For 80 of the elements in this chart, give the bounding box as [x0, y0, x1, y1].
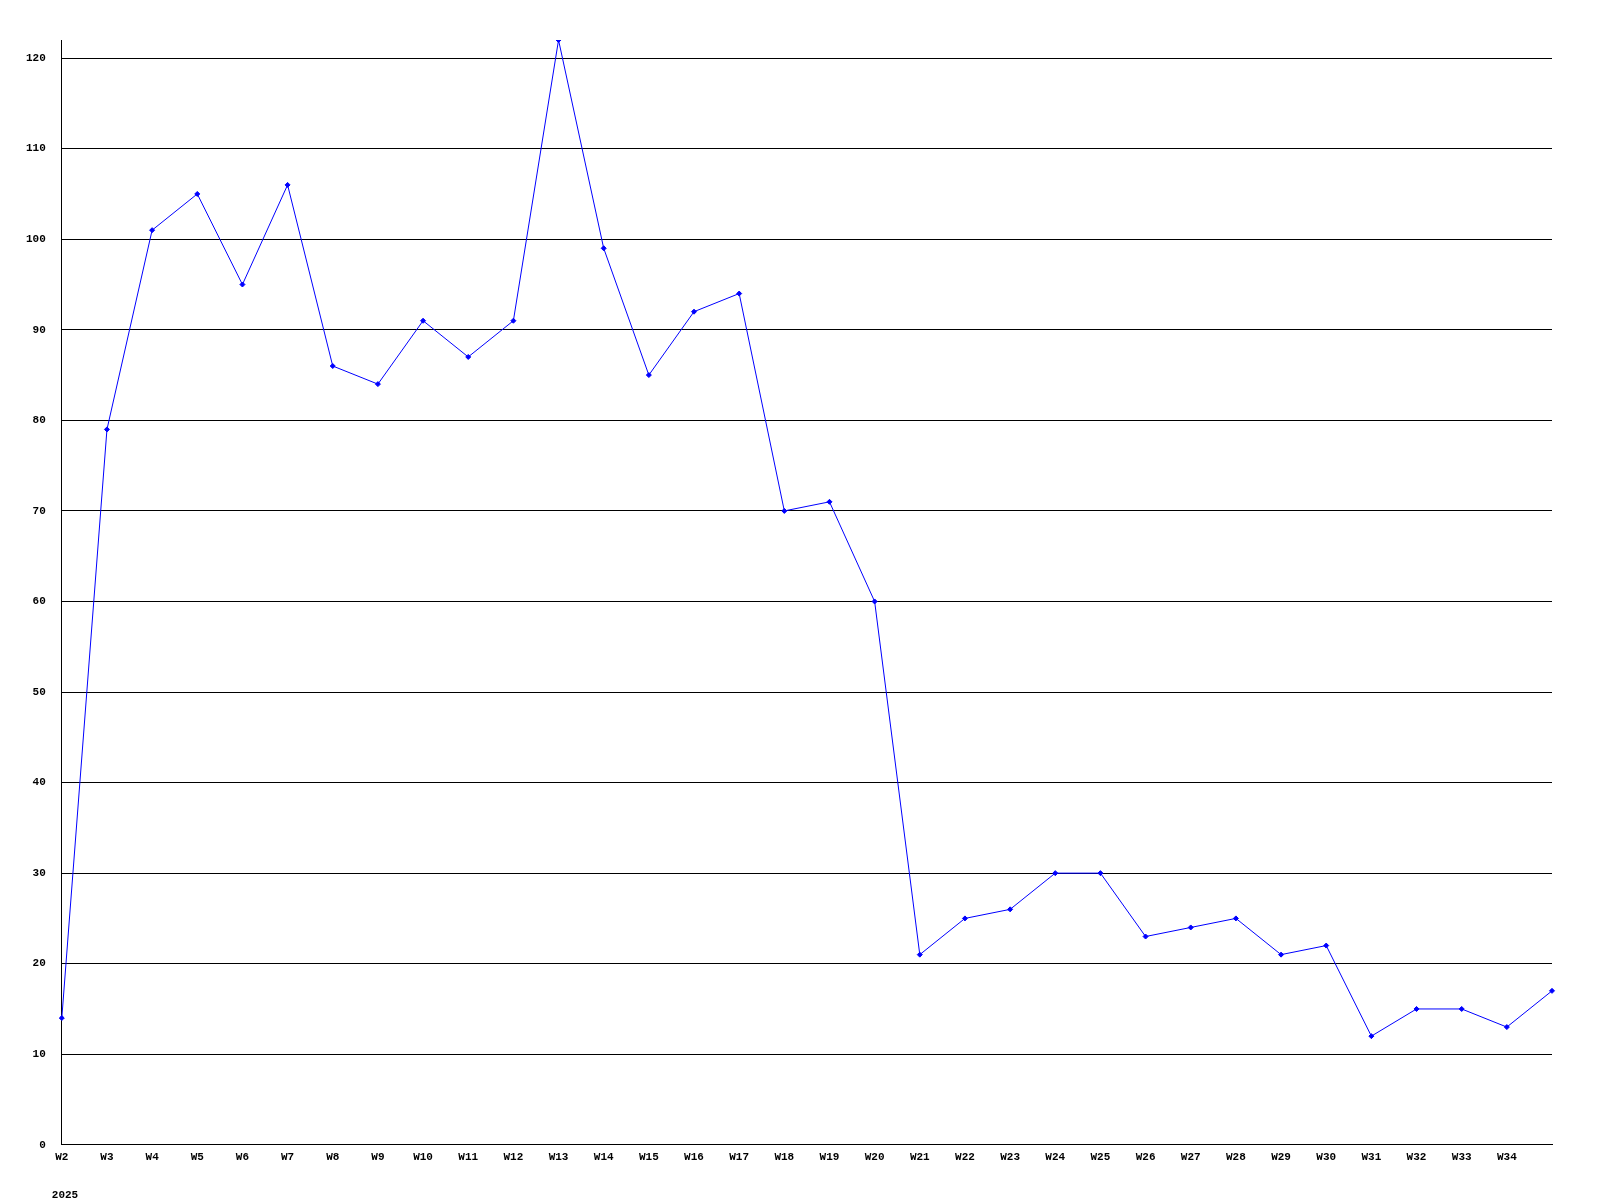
x-tick-label: W4 [145, 1151, 160, 1164]
x-tick-label: W15 [638, 1151, 660, 1164]
point [1413, 1005, 1420, 1012]
y-tick-label: 10 [32, 1048, 46, 1061]
x-tick-label: W30 [1316, 1151, 1337, 1164]
x-tick-label: W24 [1045, 1151, 1066, 1164]
point [826, 498, 833, 505]
x-tick-label: W3 [100, 1151, 114, 1164]
x-tick-label: W23 [1000, 1151, 1021, 1164]
x-tick-label: W21 [909, 1151, 931, 1164]
y-tick-label: 40 [32, 776, 46, 789]
point [1278, 951, 1285, 958]
x-tick-label: W33 [1451, 1151, 1472, 1164]
x-tick-label: W32 [1406, 1151, 1427, 1164]
point [239, 281, 246, 288]
point [871, 598, 878, 605]
point [1549, 987, 1555, 994]
point [103, 426, 110, 433]
x-tick-label: W11 [458, 1151, 479, 1164]
x-tick-label: W2 [55, 1151, 69, 1164]
x-tick-label: W17 [729, 1151, 750, 1164]
point [194, 190, 201, 197]
x-tick-label: W7 [280, 1151, 295, 1164]
point [961, 915, 968, 922]
y-tick-label: 80 [32, 414, 46, 427]
x-tick-label: W26 [1135, 1151, 1156, 1164]
y-tick-label: 110 [25, 142, 46, 155]
y-tick-label: 20 [32, 957, 46, 970]
point [284, 181, 291, 188]
x-tick-label: W28 [1225, 1151, 1247, 1164]
x-tick-label: W5 [190, 1151, 205, 1164]
y-tick-label: 0 [39, 1138, 46, 1151]
x-tick-label: W25 [1090, 1151, 1111, 1164]
x-tick-label: W13 [548, 1151, 569, 1164]
y-tick-label: 50 [32, 685, 46, 698]
point [1097, 870, 1104, 877]
point [1232, 915, 1239, 922]
x-tick-label: W8 [326, 1151, 340, 1164]
x-tick-label: W14 [593, 1151, 614, 1164]
point [465, 353, 472, 360]
point [58, 1015, 65, 1022]
point [1323, 942, 1330, 949]
x-tick-label: W31 [1361, 1151, 1382, 1164]
y-tick-label: 90 [32, 323, 46, 336]
x-tick-label: W9 [371, 1151, 385, 1164]
x-tick-label: W16 [684, 1151, 704, 1164]
point [420, 317, 427, 324]
point [781, 507, 788, 514]
x-tick-label: W10 [413, 1151, 433, 1164]
point [149, 227, 156, 234]
y-tick-label: 100 [25, 232, 46, 245]
x-tick-label: W22 [955, 1151, 975, 1164]
point [736, 290, 743, 297]
point [1007, 906, 1014, 913]
point [691, 308, 698, 315]
point [1187, 924, 1194, 931]
point [1458, 1005, 1465, 1012]
point [1142, 933, 1149, 940]
x-tick-label: W34 [1496, 1151, 1518, 1164]
point [1052, 870, 1059, 877]
x-tick-label: W19 [819, 1151, 840, 1164]
x-tick-label: W18 [774, 1151, 795, 1164]
point [916, 951, 923, 958]
x-tick-label: W12 [503, 1151, 524, 1164]
text: 2025 [51, 1189, 79, 1200]
x-tick-label: W27 [1180, 1151, 1201, 1164]
x-tick-label: W6 [235, 1151, 250, 1164]
point [510, 317, 517, 324]
y-tick-label: 30 [32, 866, 46, 879]
point [1503, 1024, 1510, 1031]
y-tick-label: 120 [25, 51, 46, 64]
point [1368, 1033, 1375, 1040]
point [329, 363, 336, 370]
y-tick-label: 60 [32, 595, 46, 608]
point [600, 245, 607, 252]
y-tick-label: 70 [32, 504, 46, 517]
point [645, 372, 652, 379]
x-tick-label: W29 [1271, 1151, 1291, 1164]
x-tick-label: W20 [864, 1151, 885, 1164]
point [374, 381, 381, 388]
